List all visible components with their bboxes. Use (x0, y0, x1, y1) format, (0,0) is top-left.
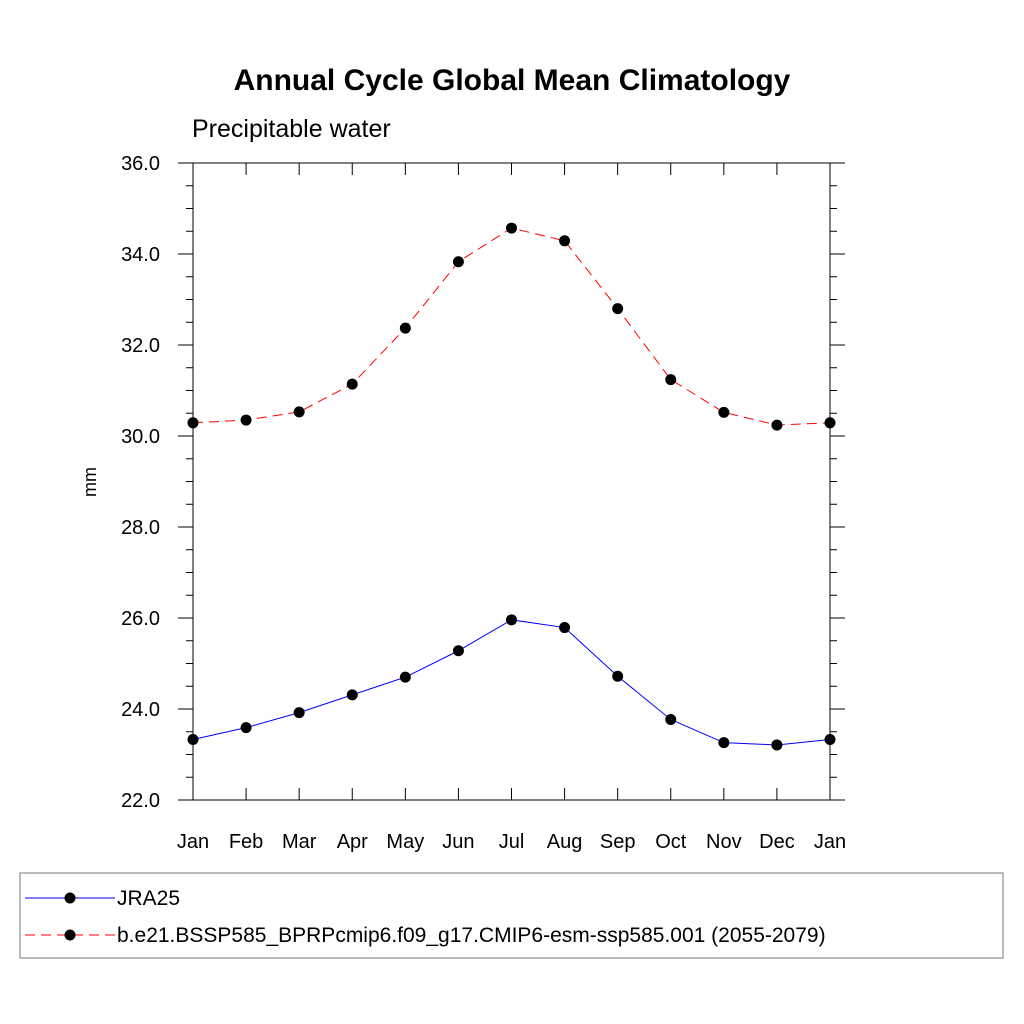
series-1-point (346, 689, 358, 701)
legend-label-2: b.e21.BSSP585_BPRPcmip6.f09_g17.CMIP6-es… (117, 924, 826, 947)
x-tick-label: Jan (814, 831, 846, 853)
series-2-point (506, 222, 517, 234)
series-2-point (399, 322, 411, 334)
series-1-point (399, 671, 411, 683)
series-1-point (506, 614, 517, 626)
x-tick-label: Jan (177, 831, 209, 853)
chart-subtitle: Precipitable water (192, 115, 391, 143)
series-2-point (612, 303, 624, 315)
series-2-line (192, 227, 831, 426)
y-tick-label: 34.0 (121, 244, 160, 266)
legend: JRA25 b.e21.BSSP585_BPRPcmip6.f09_g17.CMI… (25, 887, 826, 947)
series-2-point (718, 406, 730, 418)
x-tick-label: May (386, 831, 424, 853)
legend-marker-2 (64, 929, 76, 941)
series-1-point (293, 707, 305, 719)
series-1-point (612, 670, 624, 682)
plot-area (187, 222, 836, 751)
chart-title: Annual Cycle Global Mean Climatology (234, 64, 791, 97)
x-tick-label: Nov (706, 831, 742, 853)
x-tick-labels: Jan Feb Mar Apr May Jun Jul Aug Sep Oct Nov Dec Jan (177, 831, 846, 853)
series-1-point (824, 733, 836, 745)
x-tick-label: Aug (547, 831, 583, 853)
series-2-point (559, 235, 571, 247)
series-2-point (452, 256, 464, 268)
x-tick-label: Feb (229, 831, 263, 853)
x-tick-label: Apr (337, 831, 368, 853)
y-tick-labels: 22.0 24.0 26.0 28.0 30.0 32.0 34.0 36.0 (121, 153, 160, 812)
y-tick-label: 22.0 (121, 790, 160, 812)
y-tick-label: 36.0 (121, 153, 160, 175)
legend-box (19, 872, 1004, 959)
series-1-point (187, 733, 199, 745)
series-1-point (665, 713, 677, 725)
x-tick-label: Mar (282, 831, 317, 853)
series-2-point (293, 406, 305, 418)
series-1-point (771, 739, 783, 751)
y-tick-label: 26.0 (121, 608, 160, 630)
x-tick-label: Oct (655, 831, 687, 853)
series-1-point (559, 622, 571, 634)
legend-marker-1 (64, 892, 76, 904)
x-tick-label: Jun (442, 831, 474, 853)
legend-label-1: JRA25 (117, 887, 180, 910)
y-axis-label: mm (80, 467, 100, 497)
y-tick-label: 32.0 (121, 335, 160, 357)
series-1-point (452, 645, 464, 657)
y-tick-label: 24.0 (121, 699, 160, 721)
x-tick-label: Jul (499, 831, 525, 853)
series-2-point (240, 414, 252, 426)
series-2-point (187, 417, 199, 429)
series-1-line (192, 619, 831, 746)
series-2-point (824, 417, 836, 429)
x-tick-label: Sep (600, 831, 636, 853)
series-2-point (771, 419, 783, 431)
series-2-point (346, 378, 358, 390)
x-tick-label: Dec (759, 831, 795, 853)
series-2-point (665, 374, 677, 386)
series-1-point (240, 722, 252, 734)
y-tick-label: 28.0 (121, 517, 160, 539)
series-1-point (718, 737, 730, 749)
y-tick-label: 30.0 (121, 426, 160, 448)
axes (178, 162, 845, 801)
plot-frame (192, 162, 831, 801)
